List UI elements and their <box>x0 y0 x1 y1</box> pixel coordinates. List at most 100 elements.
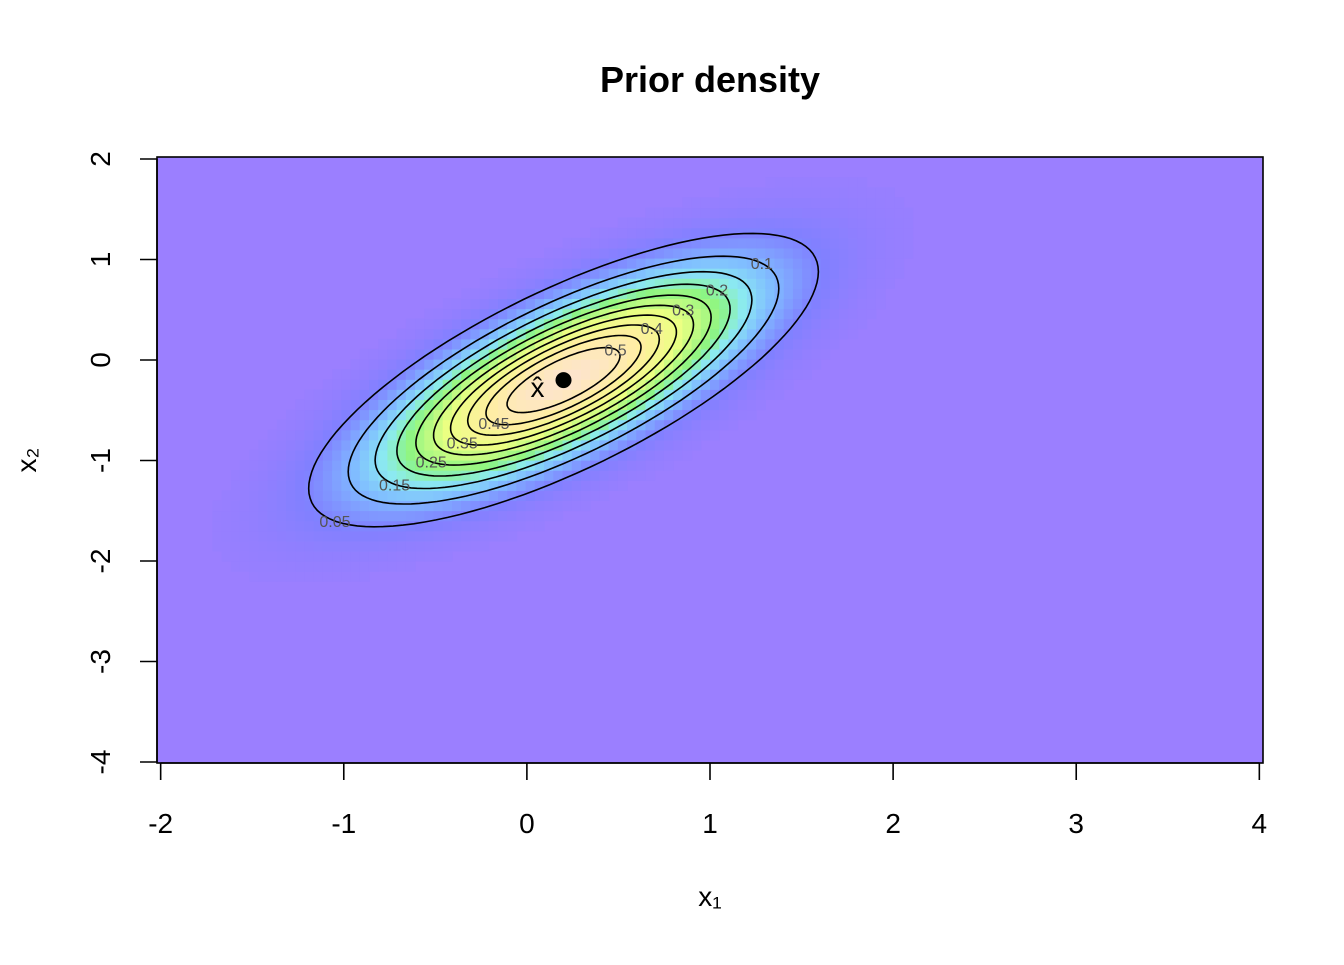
density-cell <box>359 550 370 562</box>
density-cell <box>756 207 766 219</box>
density-cell <box>230 490 241 501</box>
density-cell <box>811 348 822 360</box>
density-cell <box>839 247 849 259</box>
density-cell <box>433 389 444 400</box>
density-cell <box>498 288 508 299</box>
density-cell <box>387 480 398 491</box>
density-cell <box>663 389 674 400</box>
density-cell <box>617 298 628 310</box>
density-cell <box>442 500 453 512</box>
density-cell <box>608 328 619 340</box>
density-cell <box>359 540 370 552</box>
density-cell <box>387 369 398 380</box>
density-cell <box>304 510 315 522</box>
density-cell <box>221 540 232 552</box>
density-cell <box>875 298 886 310</box>
density-cell <box>737 389 748 400</box>
x-tick-label: 1 <box>702 808 718 839</box>
density-cell <box>304 520 315 532</box>
density-cell <box>442 328 453 340</box>
density-cell <box>553 247 564 259</box>
density-cell <box>774 288 785 299</box>
density-cell <box>507 429 518 441</box>
density-cell <box>811 328 822 340</box>
density-cell <box>433 540 444 552</box>
density-cell <box>636 288 647 299</box>
density-cell <box>534 419 545 431</box>
density-cell <box>322 500 333 512</box>
density-cell <box>728 389 739 400</box>
density-cell <box>507 530 518 542</box>
density-cell <box>544 460 554 471</box>
density-cell <box>396 338 407 350</box>
density-cell <box>359 449 370 461</box>
density-cell <box>267 561 278 572</box>
density-cell <box>350 449 361 461</box>
density-cell <box>258 480 269 491</box>
density-cell <box>451 530 462 542</box>
density-cell <box>885 207 895 219</box>
density-cell <box>571 268 582 279</box>
density-cell <box>461 540 471 552</box>
density-cell <box>599 258 610 269</box>
density-cell <box>857 288 868 299</box>
density-cell <box>341 439 352 451</box>
density-cell <box>332 540 342 552</box>
density-cell <box>756 369 766 380</box>
density-cell <box>451 490 462 501</box>
density-cell <box>267 510 278 522</box>
density-cell <box>783 288 794 299</box>
density-cell <box>645 318 656 330</box>
density-cell <box>424 520 435 532</box>
density-cell <box>451 449 462 461</box>
density-cell <box>276 561 287 572</box>
density-cell <box>322 470 333 481</box>
density-cell <box>645 247 656 259</box>
density-cell <box>627 217 637 229</box>
density-cell <box>534 470 545 481</box>
density-cell <box>590 439 600 451</box>
density-cell <box>848 227 859 239</box>
density-cell <box>295 480 306 491</box>
density-cell <box>839 318 849 330</box>
density-cell <box>894 258 905 269</box>
density-cell <box>774 318 785 330</box>
density-cell <box>894 207 905 219</box>
density-cell <box>286 550 296 562</box>
density-cell <box>332 449 342 461</box>
density-cell <box>885 217 895 229</box>
density-cell <box>507 318 518 330</box>
density-cell <box>276 480 287 491</box>
density-cell <box>839 278 849 289</box>
density-cell <box>424 348 435 360</box>
density-cell <box>415 409 425 421</box>
density-cell <box>839 227 849 239</box>
density-cell <box>562 298 573 310</box>
density-cell <box>553 470 564 481</box>
density-cell <box>728 409 739 421</box>
density-cell <box>442 409 453 421</box>
density-cell <box>451 369 462 380</box>
density-cell <box>765 187 776 198</box>
density-cell <box>359 571 370 582</box>
density-cell <box>617 449 628 461</box>
density-cell <box>608 379 619 390</box>
density-cell <box>258 561 269 572</box>
density-cell <box>580 288 591 299</box>
density-cell <box>774 369 785 380</box>
density-cell <box>756 379 766 390</box>
contour-label: 0.25 <box>416 455 447 472</box>
density-cell <box>378 530 389 542</box>
density-cell <box>378 338 389 350</box>
density-cell <box>544 318 554 330</box>
density-cell <box>783 237 794 249</box>
density-cell <box>378 409 389 421</box>
density-cell <box>636 379 647 390</box>
density-cell <box>792 207 803 219</box>
density-cell <box>332 500 342 512</box>
density-cell <box>359 369 370 380</box>
density-cell <box>332 571 342 582</box>
density-cell <box>396 550 407 562</box>
density-cell <box>710 237 720 249</box>
